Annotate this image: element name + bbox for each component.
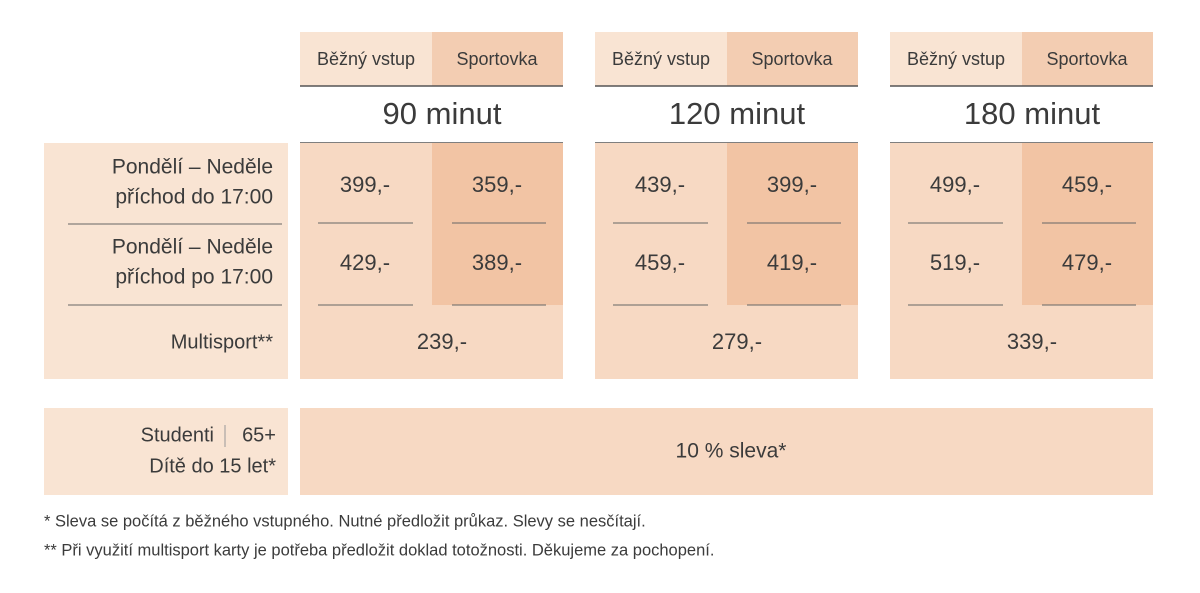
row-label: Multisport** — [171, 331, 273, 353]
price: 519,- — [930, 250, 980, 275]
price: 359,- — [472, 172, 522, 197]
header-cell — [890, 32, 1022, 86]
row-label: příchod po 17:00 — [115, 266, 273, 289]
price: 439,- — [635, 172, 685, 197]
multisport-price: 339,- — [1007, 329, 1057, 354]
price: 399,- — [767, 172, 817, 197]
row-label: Pondělí – Neděle — [112, 156, 273, 179]
header-cell — [1022, 32, 1153, 86]
label-panel — [44, 143, 288, 379]
student-label: Studenti — [141, 424, 214, 446]
price: 459,- — [635, 250, 685, 275]
column-header: Běžný vstup — [317, 49, 415, 69]
price: 479,- — [1062, 250, 1112, 275]
footnote: * Sleva se počítá z běžného vstupného. N… — [44, 512, 646, 530]
sportovka-cell — [432, 143, 563, 305]
discount: 10 % sleva* — [676, 440, 787, 463]
column-header: Sportovka — [456, 49, 538, 69]
price: 459,- — [1062, 172, 1112, 197]
label-panel — [44, 408, 288, 495]
header-cell — [595, 32, 727, 86]
price: 499,- — [930, 172, 980, 197]
price: 419,- — [767, 250, 817, 275]
duration-title: 180 minut — [964, 96, 1101, 131]
sportovka-cell — [727, 143, 858, 305]
header-cell — [727, 32, 858, 86]
sportovka-cell — [1022, 143, 1153, 305]
column-header: Běžný vstup — [612, 49, 710, 69]
header-cell — [300, 32, 432, 86]
multisport-price: 279,- — [712, 329, 762, 354]
duration-title: 120 minut — [669, 96, 806, 131]
student-label: Dítě do 15 let* — [149, 455, 276, 477]
discount-panel — [300, 408, 1153, 495]
price: 399,- — [340, 172, 390, 197]
price: 389,- — [472, 250, 522, 275]
row-label: příchod do 17:00 — [115, 186, 273, 209]
multisport-price: 239,- — [417, 329, 467, 354]
row-label: Pondělí – Neděle — [112, 236, 273, 259]
duration-title: 90 minut — [383, 96, 502, 131]
column-header: Běžný vstup — [907, 49, 1005, 69]
header-cell — [432, 32, 563, 86]
column-header: Sportovka — [1046, 49, 1128, 69]
footnote: ** Při využití multisport karty je potře… — [44, 541, 714, 559]
price: 429,- — [340, 250, 390, 275]
column-header: Sportovka — [751, 49, 833, 69]
student-label: 65+ — [242, 424, 276, 446]
